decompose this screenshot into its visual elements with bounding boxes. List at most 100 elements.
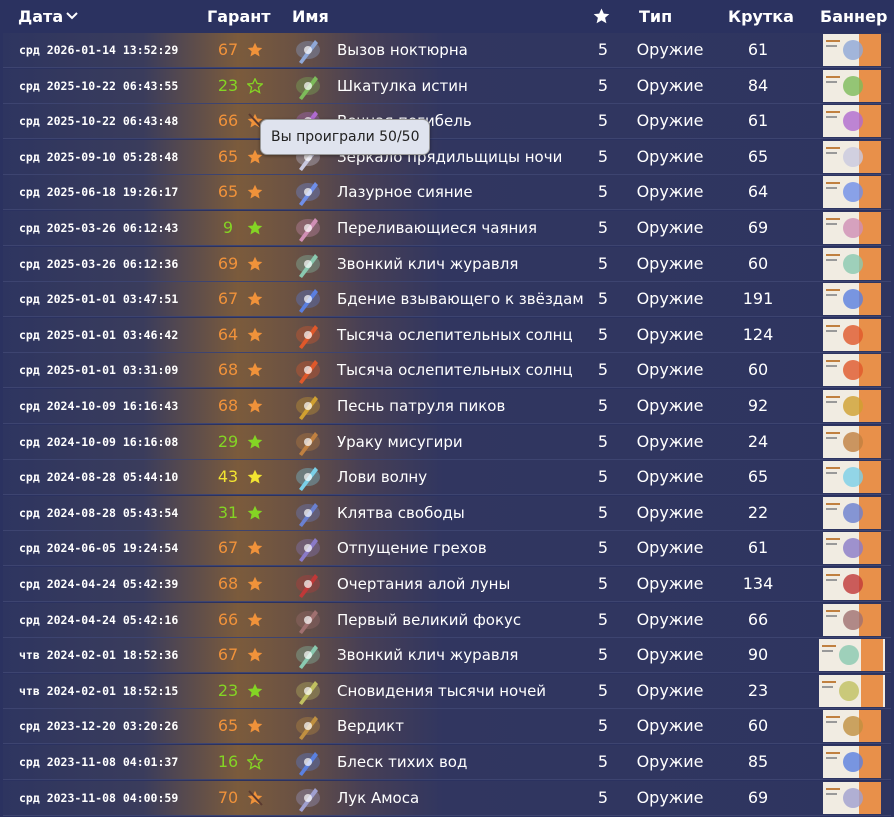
banner-thumb[interactable] [823, 603, 881, 636]
banner-accent [859, 105, 881, 138]
banner-thumb[interactable] [823, 425, 881, 458]
banner-text [826, 752, 840, 754]
type-cell: Оружие [636, 502, 704, 522]
banner-accent [859, 568, 881, 600]
banner-thumb[interactable] [823, 710, 881, 743]
banner-thumb[interactable] [823, 105, 881, 138]
rarity-cell: 5 [597, 324, 609, 344]
weapon-icon [296, 752, 320, 776]
banner-thumb[interactable] [819, 674, 885, 707]
banner-accent [859, 140, 881, 173]
banner-art [843, 111, 863, 132]
roll-cell: 84 [747, 75, 769, 95]
banner-thumb[interactable] [823, 69, 881, 102]
banner-accent [859, 354, 881, 387]
pity-cell: 29 [217, 431, 239, 451]
date-cell: срд 2025-01-01 03:31:09 [19, 363, 179, 378]
pity-cell: 43 [217, 467, 239, 487]
banner-text [826, 721, 837, 724]
banner-thumb[interactable] [823, 34, 881, 66]
banner-thumb[interactable] [823, 746, 881, 778]
star [247, 576, 263, 591]
rarity-cell: 5 [597, 609, 609, 629]
pity-cell: 65 [217, 182, 239, 202]
type-cell: Оружие [636, 716, 704, 736]
banner-art [843, 289, 863, 310]
banner-accent [859, 603, 881, 636]
name-cell: Первый великий фокус [337, 610, 522, 629]
banner-thumb[interactable] [823, 354, 881, 387]
name-cell: Шкатулка истин [337, 76, 468, 95]
history-row: срд 2025-09-10 05:28:48 65 Зеркало прядиль… [3, 139, 891, 175]
header-type: Тип [639, 7, 673, 26]
star [247, 363, 263, 377]
banner-thumb[interactable] [823, 140, 881, 173]
history-row: срд 2023-11-08 04:00:59 70 Лук Амоса 5 Оружи… [3, 780, 891, 816]
banner-text [826, 579, 837, 581]
name-cell: Блеск тихих вод [337, 753, 468, 771]
pity-star-icon [247, 576, 263, 591]
pity-star-icon [247, 220, 263, 235]
banner-text [826, 324, 840, 327]
name-cell: Вердикт [337, 717, 404, 736]
header-star-icon [593, 8, 610, 24]
history-row: срд 2024-10-09 16:16:43 68 Песнь патруля п… [3, 389, 891, 424]
banner-thumb[interactable] [823, 318, 881, 351]
banner-thumb[interactable] [823, 176, 881, 209]
pity-cell: 65 [217, 716, 239, 736]
banner-text [826, 40, 840, 42]
star [247, 541, 263, 555]
weapon-gem [304, 437, 312, 446]
rarity-cell: 5 [597, 431, 609, 451]
star [247, 327, 263, 342]
rarity-cell: 5 [597, 574, 609, 593]
history-row: срд 2025-10-22 06:43:4866Вечная погибель… [3, 104, 891, 140]
name-cell: Лови волну [337, 468, 428, 487]
pity-cell: 67 [217, 645, 239, 665]
star [247, 683, 263, 698]
banner-thumb[interactable] [823, 247, 881, 280]
banner-text [826, 187, 837, 190]
banner-accent [859, 781, 881, 814]
weapon-gem [304, 615, 312, 624]
banner-text [826, 538, 840, 541]
banner-thumb[interactable] [823, 496, 881, 529]
banner-thumb[interactable] [823, 568, 881, 600]
banner-thumb[interactable] [819, 639, 885, 672]
banner-text [822, 685, 833, 688]
banner-text [826, 289, 840, 292]
banner-art [843, 40, 863, 60]
star [247, 42, 263, 57]
roll-cell: 92 [747, 396, 769, 415]
banner-thumb[interactable] [823, 781, 881, 814]
type-cell: Оружие [636, 538, 704, 558]
name-cell: Очертания алой луны [337, 575, 511, 593]
weapon-icon [296, 787, 320, 812]
weapon-gem [304, 402, 312, 410]
weapon-gem [304, 259, 312, 268]
date-cell: срд 2024-10-09 16:16:08 [19, 434, 179, 449]
date-cell: срд 2024-08-28 05:43:54 [19, 505, 179, 520]
sort-date[interactable]: Дата [18, 7, 79, 26]
star [247, 398, 263, 413]
banner-thumb[interactable] [823, 390, 881, 422]
banner-thumb[interactable] [823, 461, 881, 494]
banner-text [826, 116, 837, 119]
banner-thumb[interactable] [823, 283, 881, 316]
star [247, 185, 263, 199]
star [247, 434, 263, 449]
banner-accent [861, 639, 883, 672]
rarity-cell: 5 [597, 75, 609, 95]
pity-cell: 67 [217, 40, 239, 59]
type-cell: Оружие [636, 111, 704, 131]
weapon-gem [304, 188, 312, 197]
roll-cell: 24 [747, 431, 769, 451]
banner-text [826, 792, 837, 795]
header-date: Дата [18, 7, 64, 26]
date-cell: срд 2025-10-22 06:43:55 [19, 78, 179, 93]
pity-cell: 68 [217, 574, 239, 593]
date-cell: чтв 2024-02-01 18:52:36 [19, 648, 179, 663]
banner-thumb[interactable] [823, 532, 881, 565]
banner-text [826, 574, 840, 576]
banner-thumb[interactable] [823, 212, 881, 244]
